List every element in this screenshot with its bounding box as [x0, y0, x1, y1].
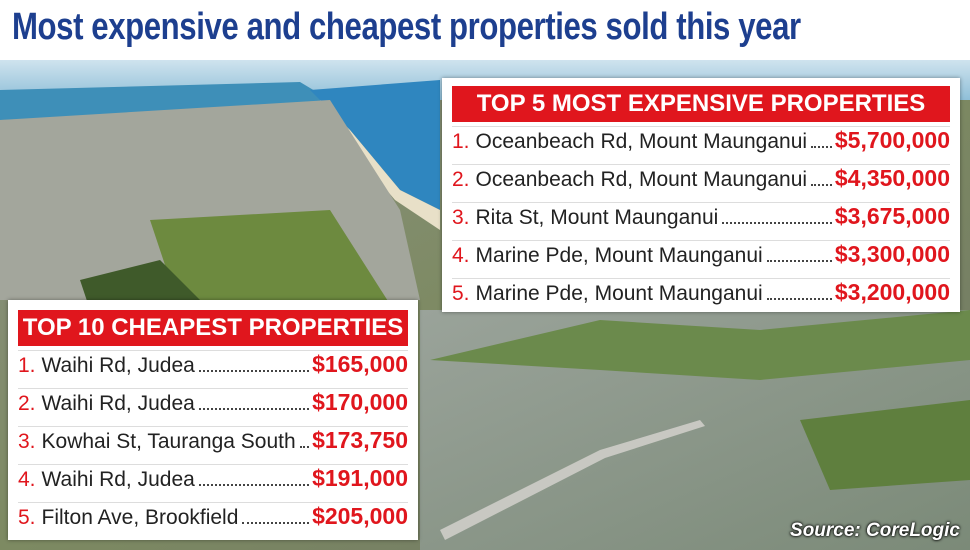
price: $5,700,000: [834, 127, 950, 153]
address: Rita St, Mount Maunganui: [475, 206, 719, 229]
page-title: Most expensive and cheapest properties s…: [12, 6, 801, 48]
dot-leader: [811, 146, 832, 148]
price: $173,750: [312, 427, 408, 453]
address: Marine Pde, Mount Maunganui: [475, 244, 763, 267]
source-note: Source: CoreLogic: [790, 520, 960, 541]
rank: 3.: [18, 430, 36, 453]
price: $3,200,000: [834, 279, 950, 305]
price: $205,000: [312, 503, 408, 529]
table-heading: TOP 5 MOST EXPENSIVE PROPERTIES: [452, 86, 950, 122]
table-row: 5. Marine Pde, Mount Maunganui $3,200,000: [452, 278, 950, 316]
dot-leader: [766, 298, 832, 300]
price: $191,000: [312, 465, 408, 491]
table-row: 5. Filton Ave, Brookfield $205,000: [18, 502, 408, 540]
address: Filton Ave, Brookfield: [41, 506, 239, 529]
table-row: 2. Oceanbeach Rd, Mount Maunganui $4,350,0…: [452, 164, 950, 202]
price: $170,000: [312, 389, 408, 415]
dot-leader: [198, 408, 310, 410]
address: Waihi Rd, Judea: [41, 468, 195, 491]
rank: 4.: [18, 468, 36, 491]
expensive-table: TOP 5 MOST EXPENSIVE PROPERTIES 1. Oceanb…: [442, 78, 960, 312]
table-row: 4. Marine Pde, Mount Maunganui $3,300,000: [452, 240, 950, 278]
dot-leader: [198, 370, 310, 372]
price: $3,300,000: [834, 241, 950, 267]
dot-leader: [722, 222, 832, 224]
rank: 4.: [452, 244, 470, 267]
rank: 2.: [452, 168, 470, 191]
dot-leader: [242, 522, 310, 524]
address: Oceanbeach Rd, Mount Maunganui: [475, 130, 808, 153]
table-row: 2. Waihi Rd, Judea $170,000: [18, 388, 408, 426]
table-row: 1. Oceanbeach Rd, Mount Maunganui $5,700,0…: [452, 126, 950, 164]
price: $165,000: [312, 351, 408, 377]
rank: 3.: [452, 206, 470, 229]
dot-leader: [811, 184, 832, 186]
rank: 1.: [18, 354, 36, 377]
cheapest-table: TOP 10 CHEAPEST PROPERTIES 1. Waihi Rd, J…: [8, 300, 418, 540]
rank: 1.: [452, 130, 470, 153]
dot-leader: [766, 260, 832, 262]
table-row: 3. Rita St, Mount Maunganui $3,675,000: [452, 202, 950, 240]
price: $4,350,000: [834, 165, 950, 191]
rank: 2.: [18, 392, 36, 415]
table-row: 3. Kowhai St, Tauranga South $173,750: [18, 426, 408, 464]
rank: 5.: [18, 506, 36, 529]
dot-leader: [299, 446, 310, 448]
address: Marine Pde, Mount Maunganui: [475, 282, 763, 305]
address: Kowhai St, Tauranga South: [41, 430, 296, 453]
address: Oceanbeach Rd, Mount Maunganui: [475, 168, 808, 191]
rank: 5.: [452, 282, 470, 305]
dot-leader: [198, 484, 310, 486]
address: Waihi Rd, Judea: [41, 354, 195, 377]
address: Waihi Rd, Judea: [41, 392, 195, 415]
table-row: 1. Waihi Rd, Judea $165,000: [18, 350, 408, 388]
table-row: 4. Waihi Rd, Judea $191,000: [18, 464, 408, 502]
table-heading: TOP 10 CHEAPEST PROPERTIES: [18, 310, 408, 346]
price: $3,675,000: [834, 203, 950, 229]
